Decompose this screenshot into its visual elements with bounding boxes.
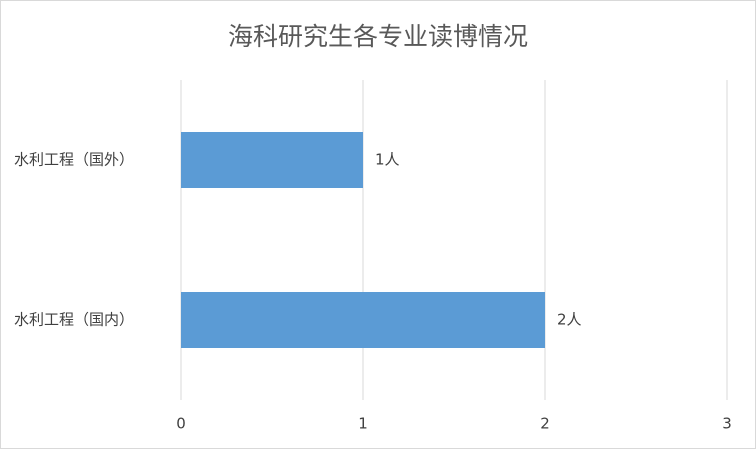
- y-tick-label: 水利工程（国外）: [14, 151, 134, 169]
- x-tick-label: 0: [176, 415, 186, 433]
- data-label: 2人: [557, 311, 582, 329]
- y-tick-label: 水利工程（国内）: [14, 311, 134, 329]
- x-tick-label: 2: [540, 415, 550, 433]
- x-tick-label: 3: [722, 415, 732, 433]
- chart-title: 海科研究生各专业读博情况: [228, 22, 528, 51]
- x-tick-label: 1: [358, 415, 368, 433]
- data-label: 1人: [375, 151, 400, 169]
- bar: [181, 132, 363, 188]
- bar: [181, 292, 545, 348]
